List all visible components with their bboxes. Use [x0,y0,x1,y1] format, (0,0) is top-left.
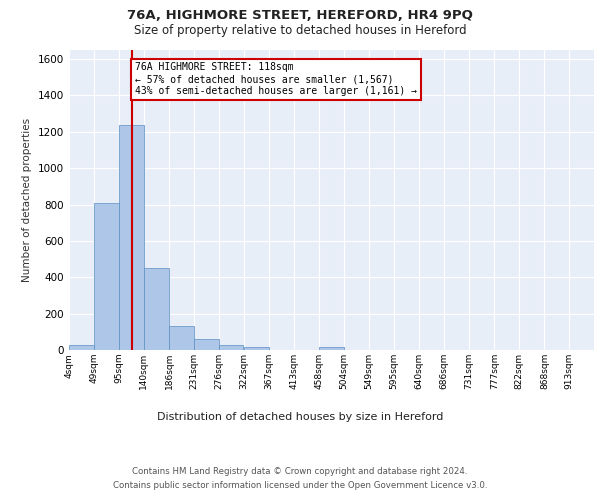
Bar [218,345,244,350]
Bar [119,124,144,350]
Text: Contains HM Land Registry data © Crown copyright and database right 2024.: Contains HM Land Registry data © Crown c… [132,468,468,476]
Bar [169,326,194,350]
Text: 76A HIGHMORE STREET: 118sqm
← 57% of detached houses are smaller (1,567)
43% of : 76A HIGHMORE STREET: 118sqm ← 57% of det… [135,62,417,96]
Y-axis label: Number of detached properties: Number of detached properties [22,118,32,282]
Text: 76A, HIGHMORE STREET, HEREFORD, HR4 9PQ: 76A, HIGHMORE STREET, HEREFORD, HR4 9PQ [127,9,473,22]
Bar [319,348,344,350]
Text: Distribution of detached houses by size in Hereford: Distribution of detached houses by size … [157,412,443,422]
Text: Size of property relative to detached houses in Hereford: Size of property relative to detached ho… [134,24,466,37]
Text: Contains public sector information licensed under the Open Government Licence v3: Contains public sector information licen… [113,481,487,490]
Bar [94,202,119,350]
Bar [69,346,94,350]
Bar [194,338,218,350]
Bar [144,268,169,350]
Bar [244,346,269,350]
